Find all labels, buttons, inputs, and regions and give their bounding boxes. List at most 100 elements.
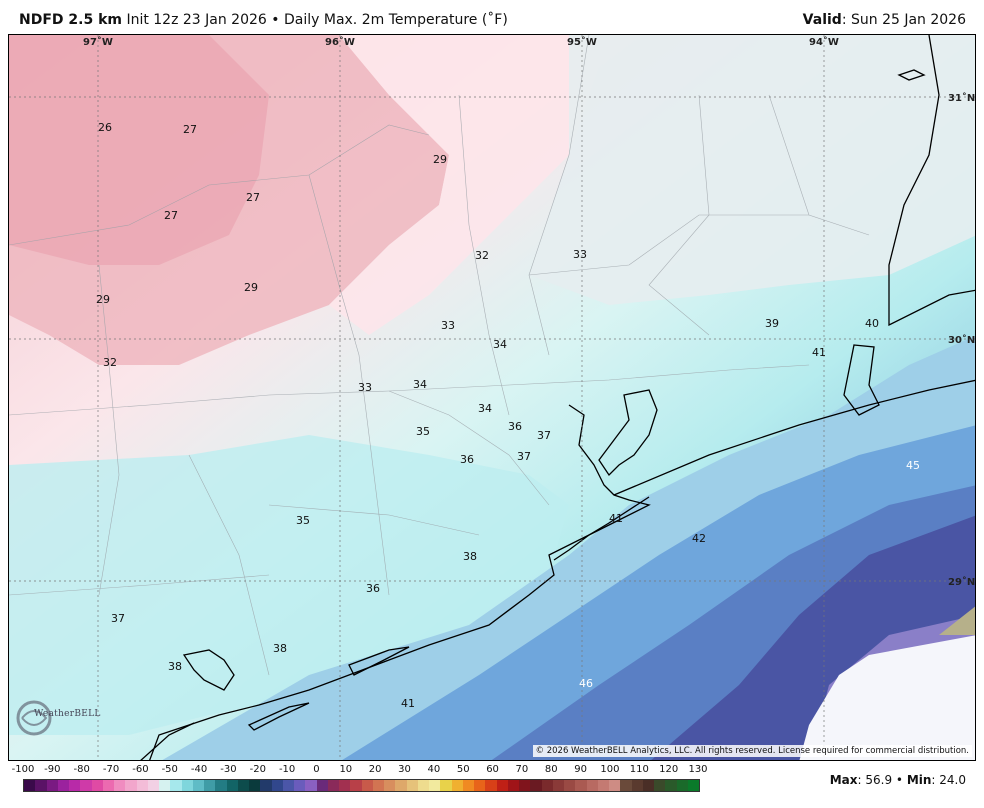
- legend-tick-label: -50: [161, 764, 178, 775]
- max-min-summary: Max: 56.9 • Min: 24.0: [830, 773, 966, 787]
- legend-tick-label: 50: [456, 764, 470, 775]
- legend-swatch: [474, 780, 486, 791]
- legend-swatch: [46, 780, 58, 791]
- legend-tick-label: 80: [544, 764, 558, 775]
- lat-label-30n: 30˚N: [948, 334, 975, 346]
- coldest-zone: [9, 35, 269, 265]
- legend-swatch: [395, 780, 407, 791]
- station-value: 33: [573, 248, 587, 261]
- legend-swatch: [327, 780, 339, 791]
- legend-swatch: [485, 780, 497, 791]
- legend-swatch: [91, 780, 103, 791]
- min-value: : 24.0: [931, 773, 966, 787]
- no-data-zone: [799, 635, 975, 760]
- legend-tick-label: 0: [313, 764, 320, 775]
- station-value: 41: [401, 697, 415, 710]
- legend-swatch: [249, 780, 261, 791]
- legend-tick-label: -60: [132, 764, 149, 775]
- station-value: 35: [416, 425, 430, 438]
- station-value: 37: [517, 450, 531, 463]
- init-time: Init 12z 23 Jan 2026: [126, 12, 267, 28]
- legend-swatch: [372, 780, 384, 791]
- min-label: Min: [906, 773, 932, 787]
- legend-swatch: [192, 780, 204, 791]
- legend-swatch: [552, 780, 564, 791]
- legend-swatch: [24, 780, 36, 791]
- legend-swatch: [102, 780, 114, 791]
- legend-swatch: [69, 780, 81, 791]
- legend-tick-label: 20: [368, 764, 382, 775]
- station-value: 34: [413, 378, 427, 391]
- station-value: 27: [183, 123, 197, 136]
- legend-swatch: [676, 780, 688, 791]
- legend-tick-label: 60: [486, 764, 499, 775]
- legend-swatch: [294, 780, 306, 791]
- station-value: 32: [103, 356, 117, 369]
- temperature-map[interactable]: 97˚W 96˚W 95˚W 94˚W 31˚N 30˚N 29˚N 26 27…: [9, 35, 976, 761]
- legend-swatch: [440, 780, 452, 791]
- coastline: [140, 35, 975, 760]
- station-value: 33: [441, 319, 455, 332]
- mild-zone-ne: [529, 35, 975, 305]
- legend-tick-label: -70: [102, 764, 120, 775]
- legend-swatch: [215, 780, 227, 791]
- legend-swatch: [125, 780, 137, 791]
- legend-swatch: [519, 780, 531, 791]
- lat-label-29n: 29˚N: [948, 576, 975, 588]
- station-value: 42: [692, 532, 706, 545]
- legend-tick-label: 70: [515, 764, 529, 775]
- station-value: 36: [460, 453, 474, 466]
- header-title: NDFD 2.5 km Init 12z 23 Jan 2026 • Daily…: [19, 12, 508, 28]
- legend-swatch: [609, 780, 621, 791]
- field-name: Daily Max. 2m Temperature (˚F): [283, 12, 508, 28]
- legend-swatch: [451, 780, 463, 791]
- legend-swatch: [271, 780, 283, 791]
- legend-swatch: [181, 780, 193, 791]
- station-value: 33: [358, 381, 372, 394]
- legend-swatch: [620, 780, 632, 791]
- cool-zone: [329, 35, 609, 335]
- legend-tick-labels: -100 -90 -80 -70 -60 -50 -40 -30 -20 -10 0 10 20 30 40…: [8, 763, 728, 779]
- legend-swatch: [384, 780, 396, 791]
- legend-swatch: [350, 780, 362, 791]
- gulf-zone-6: [939, 606, 975, 635]
- legend-swatch: [496, 780, 508, 791]
- station-value: 29: [433, 153, 447, 166]
- legend-swatch: [237, 780, 249, 791]
- legend-tick-label: -30: [220, 764, 237, 775]
- legend-swatch: [530, 780, 542, 791]
- legend-tick-label: -100: [11, 764, 35, 775]
- legend-tick-label: -20: [249, 764, 266, 775]
- station-value: 29: [96, 293, 110, 306]
- station-value: 29: [244, 281, 258, 294]
- county-lines: [9, 35, 870, 676]
- station-value: 26: [98, 121, 112, 134]
- legend-swatch: [462, 780, 474, 791]
- legend-tick-label: -90: [44, 764, 61, 775]
- station-value: 32: [475, 249, 489, 262]
- legend-swatch: [260, 780, 272, 791]
- station-value: 27: [246, 191, 260, 204]
- legend-swatch: [147, 780, 159, 791]
- weatherbell-logo: WeatherBELL: [14, 698, 104, 738]
- legend-swatch: [406, 780, 418, 791]
- legend-swatch: [339, 780, 351, 791]
- legend-swatch: [80, 780, 92, 791]
- legend-swatch: [586, 780, 598, 791]
- legend-swatch: [631, 780, 643, 791]
- legend-swatch: [170, 780, 182, 791]
- legend-swatch: [226, 780, 238, 791]
- legend-tick-label: 100: [600, 764, 620, 775]
- legend-swatch: [361, 780, 373, 791]
- station-value: 38: [168, 660, 182, 673]
- station-value: 39: [765, 317, 779, 330]
- legend-swatch: [507, 780, 519, 791]
- legend-swatch: [429, 780, 441, 791]
- legend-tick-label: -80: [73, 764, 90, 775]
- lon-label-96w: 96˚W: [325, 36, 355, 48]
- map-panel[interactable]: 97˚W 96˚W 95˚W 94˚W 31˚N 30˚N 29˚N 26 27…: [8, 34, 976, 761]
- logo-text: WeatherBELL: [34, 709, 101, 719]
- color-legend: -100 -90 -80 -70 -60 -50 -40 -30 -20 -10 0 10 20 30 40…: [8, 763, 728, 803]
- product-name: NDFD 2.5 km: [19, 12, 122, 28]
- legend-swatch: [316, 780, 328, 791]
